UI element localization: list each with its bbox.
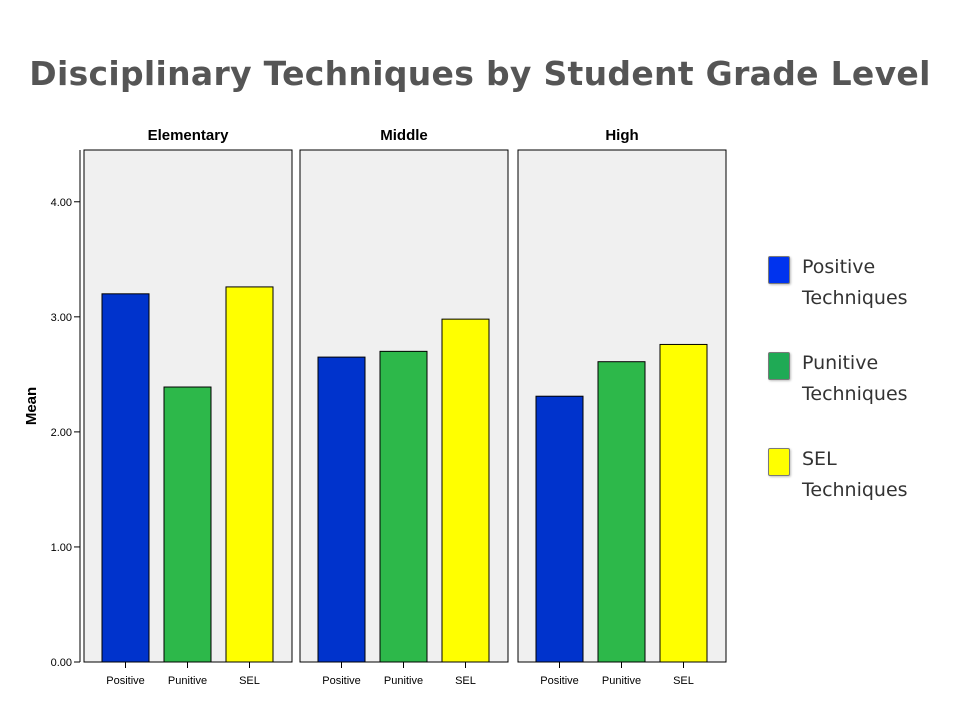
panel-title: Middle	[380, 127, 428, 144]
y-axis-label: Mean	[23, 387, 40, 425]
x-tick-label: Positive	[322, 675, 361, 687]
bar-high-punitive	[597, 361, 646, 663]
x-tick-label: Positive	[540, 675, 579, 687]
y-tick-label: 3.00	[51, 312, 72, 324]
bar-middle-positive	[317, 356, 366, 663]
x-tick-label: SEL	[239, 675, 260, 687]
x-tick-label: Punitive	[384, 675, 423, 687]
legend-item-sel: SEL Techniques	[768, 444, 948, 540]
y-tick-label: 4.00	[51, 197, 72, 209]
x-tick-label: SEL	[673, 675, 694, 687]
legend-item-punitive: Punitive Techniques	[768, 348, 948, 444]
bar-middle-sel	[441, 318, 490, 663]
legend: Positive Techniques Punitive Techniques SE…	[768, 252, 948, 540]
legend-label-positive: Positive Techniques	[802, 256, 908, 309]
bar-elementary-positive	[101, 293, 150, 663]
panel-title: Elementary	[148, 127, 230, 144]
bar-high-sel	[659, 343, 708, 663]
legend-swatch-positive	[768, 256, 790, 284]
legend-label-punitive: Punitive Techniques	[802, 352, 908, 405]
x-tick-label: Punitive	[168, 675, 207, 687]
x-tick-label: Punitive	[602, 675, 641, 687]
x-tick-label: Positive	[106, 675, 145, 687]
bar-high-positive	[535, 395, 584, 663]
panel-title: High	[605, 127, 638, 144]
page-title: Disciplinary Techniques by Student Grade…	[29, 54, 931, 93]
x-tick-label: SEL	[455, 675, 476, 687]
bar-middle-punitive	[379, 350, 428, 663]
bar-elementary-sel	[225, 286, 274, 663]
legend-swatch-sel	[768, 448, 790, 476]
bar-elementary-punitive	[163, 386, 212, 663]
legend-swatch-punitive	[768, 352, 790, 380]
legend-label-sel: SEL Techniques	[802, 448, 908, 501]
y-tick-label: 1.00	[51, 542, 72, 554]
legend-item-positive: Positive Techniques	[768, 252, 948, 348]
y-tick-label: 0.00	[51, 657, 72, 669]
y-tick-label: 2.00	[51, 427, 72, 439]
